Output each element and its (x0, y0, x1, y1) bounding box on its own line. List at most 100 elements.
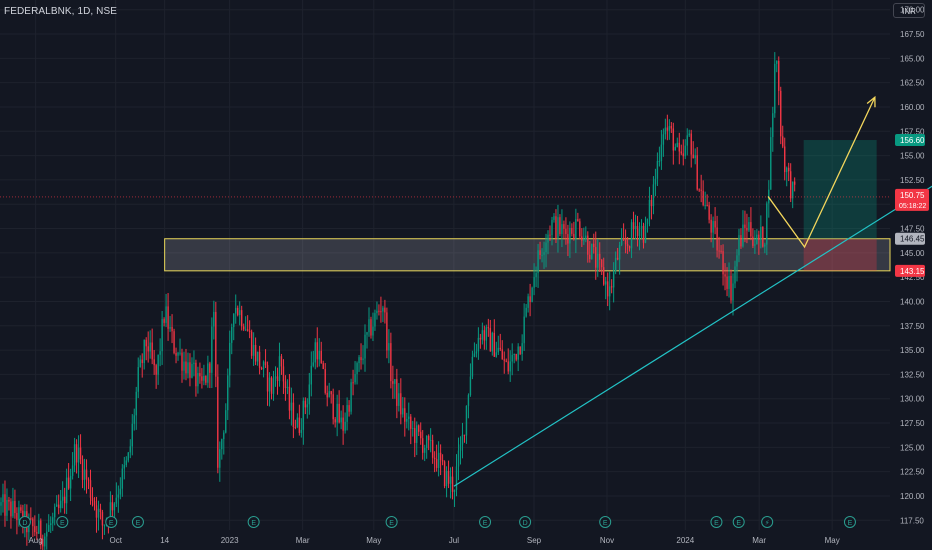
candle-body (595, 247, 597, 268)
candle-body (119, 488, 122, 495)
candle-body (692, 154, 694, 159)
candle-body (610, 286, 613, 288)
event-marker-icon[interactable] (519, 516, 532, 528)
candle-body (260, 367, 263, 370)
drawings[interactable] (0, 95, 932, 487)
candle-body (304, 400, 307, 408)
event-marker-icon[interactable] (131, 516, 144, 528)
candle-body (242, 326, 245, 330)
long-position-tool[interactable] (803, 140, 877, 271)
candle-body (416, 425, 418, 443)
candle-body (227, 375, 229, 411)
support-zone-rect[interactable] (164, 238, 891, 272)
event-marker-icon[interactable] (56, 516, 69, 528)
candle-body (344, 421, 346, 431)
candle-body (229, 342, 231, 376)
candle-body (197, 373, 199, 387)
event-marker-label: E (136, 520, 141, 527)
candle-body (213, 311, 215, 327)
candle-body (135, 391, 137, 416)
candle-body (672, 128, 675, 151)
candle-body (760, 226, 762, 240)
countdown-label: 05:18:22 (899, 203, 926, 210)
candle-body (712, 221, 714, 233)
candle-body (109, 502, 112, 522)
candle-body (44, 536, 46, 547)
candle-body (555, 216, 557, 239)
candle-body (366, 332, 368, 335)
event-marker-label: E (109, 520, 114, 527)
candle-body (223, 432, 225, 440)
event-marker-icon[interactable] (761, 516, 774, 528)
support-zone[interactable] (164, 238, 891, 272)
candle-body (151, 342, 153, 360)
candle-body (421, 438, 424, 453)
candle-body (358, 357, 360, 364)
event-marker-icon[interactable] (479, 516, 492, 528)
candle-body (565, 228, 567, 235)
event-marker-label: D (523, 520, 528, 527)
event-marker-icon[interactable] (18, 516, 31, 528)
candle-body (314, 342, 316, 363)
candle-body (545, 242, 547, 253)
candle-body (396, 379, 398, 406)
event-marker-icon[interactable] (732, 516, 745, 528)
event-marker-icon[interactable] (843, 516, 856, 528)
candle-body (48, 525, 50, 532)
candle-body (640, 225, 643, 229)
candle-body (378, 310, 380, 312)
candle-body (742, 224, 744, 247)
candle-body (443, 461, 446, 487)
price-tick-label: 117.50 (900, 516, 924, 525)
candle-body (219, 449, 221, 468)
event-marker-icon[interactable] (247, 516, 260, 528)
price-tag (895, 264, 925, 277)
candle-body (280, 356, 283, 367)
candle-body (10, 501, 12, 517)
candle-body (167, 306, 169, 329)
time-tick-label: 2024 (676, 536, 694, 545)
candle-body (54, 506, 56, 518)
event-marker-icon[interactable] (105, 516, 118, 528)
candle-body (495, 352, 497, 357)
candle-body (157, 354, 159, 375)
candle-body (531, 287, 533, 302)
candle-body (113, 503, 116, 511)
target-zone[interactable] (803, 140, 877, 239)
price-tick-label: 122.50 (900, 468, 925, 477)
candle-body (348, 405, 350, 412)
candle-body (754, 244, 756, 246)
candle-body (593, 243, 595, 248)
candle-body (99, 508, 102, 513)
time-tick-label: Aug (28, 536, 42, 545)
candle-body (59, 500, 62, 509)
trendline[interactable] (453, 185, 932, 487)
candle-body (117, 494, 120, 498)
candle-body (165, 306, 167, 323)
candle-body (324, 369, 326, 393)
candle-body (537, 250, 539, 274)
candle-body (549, 234, 551, 236)
candle-body (207, 363, 209, 383)
currency-button[interactable]: INR (893, 3, 925, 18)
event-marker-icon[interactable] (710, 516, 723, 528)
candle-body (483, 330, 486, 341)
event-marker-icon[interactable] (385, 516, 398, 528)
candle-body (284, 381, 287, 389)
candle-body (776, 60, 778, 64)
candle-body (493, 332, 495, 357)
candle-body (290, 402, 293, 411)
time-axis[interactable]: Aug Oct 14 2023 Mar May Jul Sep Nov 2024 Mar May (28, 536, 839, 545)
projection-path[interactable] (767, 96, 876, 249)
candle-body (706, 204, 708, 206)
candle-body (185, 361, 187, 374)
event-marker-icon[interactable] (599, 516, 612, 528)
candle-body (670, 126, 673, 129)
symbol-title[interactable]: FEDERALBNK, 1D, NSE (4, 6, 118, 17)
candle-body (489, 328, 492, 352)
candle-body (266, 365, 269, 392)
candle-body (312, 362, 314, 366)
event-markers[interactable]: D E E E E E E D E E E ⚡ E (18, 516, 856, 528)
candle-body (320, 350, 322, 364)
